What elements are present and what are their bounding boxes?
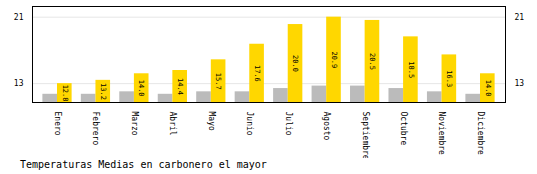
svg-text:Febrero: Febrero [91,112,100,146]
svg-text:20.5: 20.5 [368,53,376,70]
svg-text:21: 21 [515,13,525,22]
svg-text:Junio: Junio [245,112,254,136]
svg-text:17.6: 17.6 [253,65,261,82]
svg-text:20.9: 20.9 [330,51,338,68]
svg-text:13: 13 [515,79,525,88]
svg-text:16.3: 16.3 [445,70,453,87]
svg-text:13: 13 [14,79,24,88]
svg-text:Julio: Julio [284,112,293,136]
svg-text:15.7: 15.7 [214,73,222,90]
svg-text:Septiembre: Septiembre [361,112,370,159]
svg-text:21: 21 [14,13,24,22]
svg-text:Noviembre: Noviembre [437,112,446,156]
svg-text:Abril: Abril [168,112,177,136]
svg-text:Enero: Enero [53,112,62,136]
html-text:Temperaturas Medias en carbone: Temperaturas Medias en carbonero el mayo… [20,159,267,170]
svg-text:20.0: 20.0 [291,55,299,72]
svg-text:12.8: 12.8 [61,85,69,102]
svg-text:Marzo: Marzo [130,112,139,136]
svg-text:13.2: 13.2 [99,83,107,100]
svg-text:14.4: 14.4 [176,78,184,95]
svg-text:Diciembre: Diciembre [476,112,485,156]
svg-text:Agosto: Agosto [322,112,331,141]
svg-text:14.0: 14.0 [484,80,492,97]
svg-text:18.5: 18.5 [407,61,415,78]
svg-text:Octubre: Octubre [399,112,408,146]
svg-text:14.0: 14.0 [137,80,145,97]
svg-text:Mayo: Mayo [207,112,216,131]
